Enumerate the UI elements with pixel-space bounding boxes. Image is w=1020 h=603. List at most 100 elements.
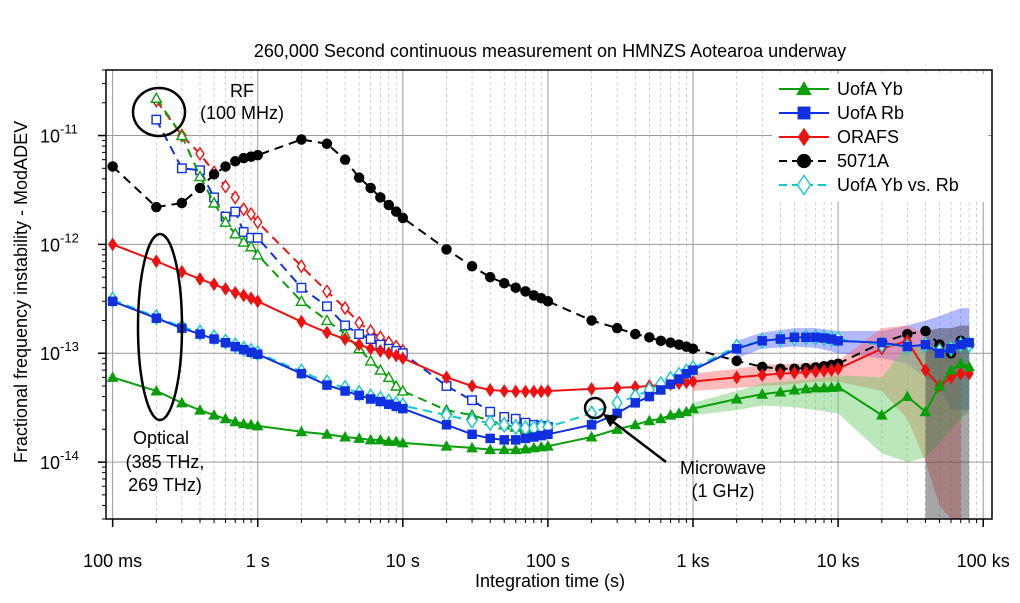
legend-label: 5071A xyxy=(837,151,889,171)
data-point xyxy=(194,182,206,194)
data-point xyxy=(520,384,531,399)
data-point xyxy=(528,441,540,453)
data-point xyxy=(611,423,623,434)
data-point xyxy=(656,385,666,395)
data-point xyxy=(644,332,655,343)
data-point xyxy=(382,435,395,446)
data-point xyxy=(398,351,408,366)
legend-marker xyxy=(797,127,811,147)
data-point xyxy=(322,301,332,312)
data-point xyxy=(150,384,163,396)
data-point xyxy=(150,91,163,103)
data-point xyxy=(877,337,887,348)
data-point xyxy=(731,355,742,367)
data-point xyxy=(322,380,332,390)
data-point xyxy=(467,429,477,440)
optical-ellipse xyxy=(136,232,184,422)
data-point xyxy=(687,343,699,354)
y-tick-exponent: -13 xyxy=(60,339,79,354)
data-point xyxy=(775,334,786,344)
data-point xyxy=(586,315,597,326)
data-point xyxy=(485,383,495,397)
data-point xyxy=(510,418,522,436)
optical-sublabel-1: (385 THz, xyxy=(126,452,205,472)
data-point xyxy=(832,380,844,392)
data-point xyxy=(354,337,364,352)
data-point xyxy=(252,214,263,230)
data-point xyxy=(485,433,495,444)
x-axis: 100 ms 1 s 10 s 100 s 1 ks 10 ks 100 ks xyxy=(83,519,1010,571)
data-point xyxy=(810,332,821,343)
data-point xyxy=(195,272,205,286)
data-point xyxy=(398,403,408,414)
data-point xyxy=(389,379,403,391)
data-point xyxy=(208,169,220,180)
data-point xyxy=(611,394,623,412)
data-point xyxy=(107,161,118,172)
data-point xyxy=(238,202,249,217)
legend-label: UofA Yb xyxy=(837,79,903,99)
data-point xyxy=(193,170,207,182)
data-point xyxy=(499,435,509,445)
data-point xyxy=(296,282,307,293)
data-point xyxy=(611,322,623,334)
series-line xyxy=(155,99,404,352)
data-point xyxy=(946,343,956,354)
data-point xyxy=(209,277,219,292)
band-uofa-yb xyxy=(693,344,970,463)
legend-marker xyxy=(796,80,812,96)
data-point xyxy=(818,381,830,393)
rf-label: RF xyxy=(230,81,254,101)
data-point xyxy=(498,416,510,434)
data-point xyxy=(499,384,509,398)
data-point xyxy=(681,375,691,390)
optical-label: Optical xyxy=(133,428,189,448)
data-point xyxy=(246,206,256,222)
data-point xyxy=(612,381,622,395)
data-point xyxy=(209,334,219,344)
data-point xyxy=(466,441,478,453)
data-point xyxy=(833,361,843,376)
legend-label: UofA Rb xyxy=(837,103,904,123)
data-point xyxy=(441,420,452,430)
x-tick-label: 100 ms xyxy=(83,551,142,571)
data-point xyxy=(296,314,307,329)
data-point xyxy=(220,179,231,194)
data-point xyxy=(364,354,377,366)
data-point xyxy=(151,114,162,125)
data-point xyxy=(339,430,351,442)
series-orafs-dashed- xyxy=(151,93,408,359)
data-point xyxy=(252,149,263,161)
data-point xyxy=(353,172,365,183)
data-point xyxy=(396,436,409,448)
data-point xyxy=(252,232,263,243)
data-point xyxy=(441,244,452,255)
y-tick-label: 10-13 xyxy=(40,339,79,364)
legend-item-uofa-rb: UofA Rb xyxy=(779,103,904,123)
annotations: RF (100 MHz) Optical (385 THz, 269 THz) … xyxy=(126,81,766,501)
data-point xyxy=(788,383,801,395)
data-point xyxy=(757,368,767,382)
data-point xyxy=(151,254,161,269)
x-axis-label: Integration time (s) xyxy=(475,571,625,591)
data-point xyxy=(630,398,641,408)
data-point xyxy=(229,227,242,239)
data-point xyxy=(520,286,531,297)
data-point xyxy=(106,371,119,382)
data-point xyxy=(963,360,975,372)
rf-ellipse xyxy=(131,86,187,138)
data-point xyxy=(245,418,257,430)
data-point xyxy=(229,415,242,427)
data-point xyxy=(108,237,118,252)
data-point xyxy=(542,440,554,451)
rf-sublabel: (100 MHz) xyxy=(200,103,284,123)
data-point xyxy=(955,339,966,350)
data-point xyxy=(246,291,256,306)
data-point xyxy=(321,428,333,439)
y-tick-exponent: -11 xyxy=(60,122,78,137)
y-axis-label: Fractional frequency instability - ModAD… xyxy=(11,121,31,463)
data-point xyxy=(230,341,241,352)
chart-title: 260,000 Second continuous measurement on… xyxy=(254,41,846,61)
data-point xyxy=(440,440,453,451)
